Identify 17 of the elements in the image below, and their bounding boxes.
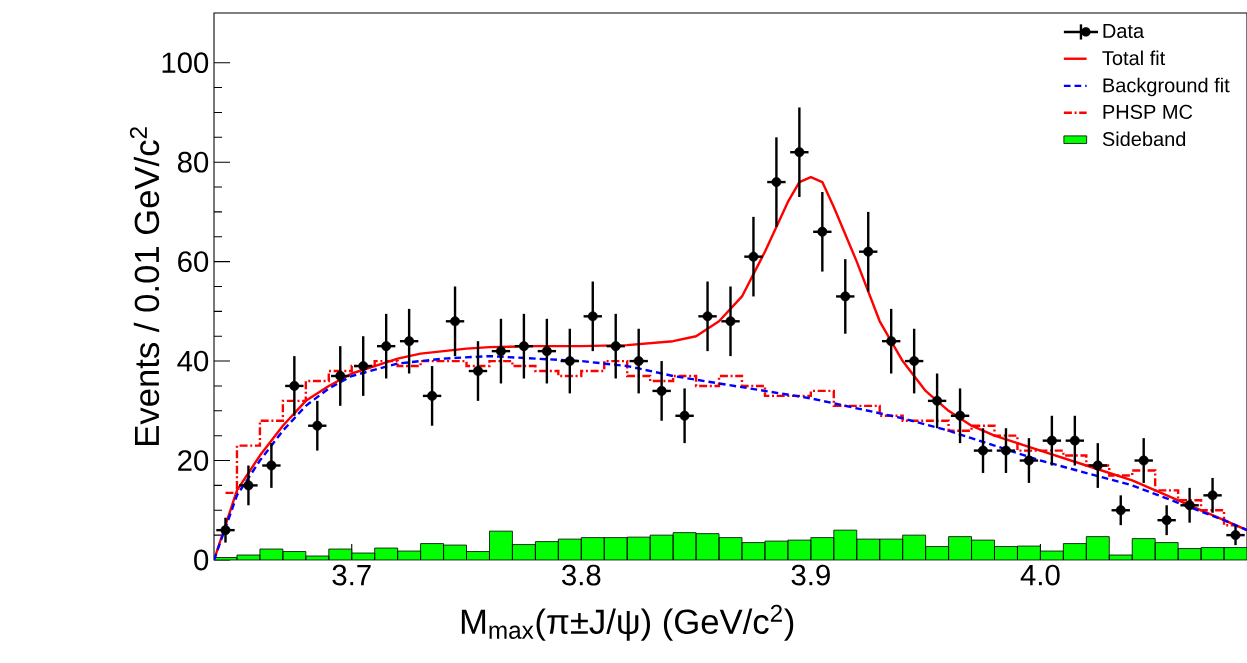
x-tick-label: 3.9	[791, 564, 830, 586]
x-tick-label: 3.8	[562, 564, 601, 586]
x-tick-label: 4.0	[1020, 564, 1060, 586]
y-tick-label: 0	[194, 549, 209, 571]
legend-label: Background fit	[1103, 77, 1230, 97]
y-axis-title: Events / 0.01 GeV/c$^{2}$	[129, 127, 160, 445]
legend-label: Sideband	[1102, 131, 1186, 147]
x-tick-label: 3.7	[332, 564, 371, 586]
y-tick-label: 20	[178, 450, 209, 471]
y-tick-label: 40	[177, 350, 209, 372]
y-tick-label: 60	[178, 251, 209, 273]
legend-label: Total fit	[1102, 50, 1166, 66]
x-axis-title: M$_{max}$(π±J/ψ) (GeV/c$^{2}$)	[461, 604, 794, 641]
legend-label: Data	[1103, 24, 1145, 39]
y-tick-label: 80	[177, 151, 209, 173]
legend-label: PHSP MC	[1103, 104, 1193, 119]
y-tick-label: 100	[162, 52, 209, 74]
